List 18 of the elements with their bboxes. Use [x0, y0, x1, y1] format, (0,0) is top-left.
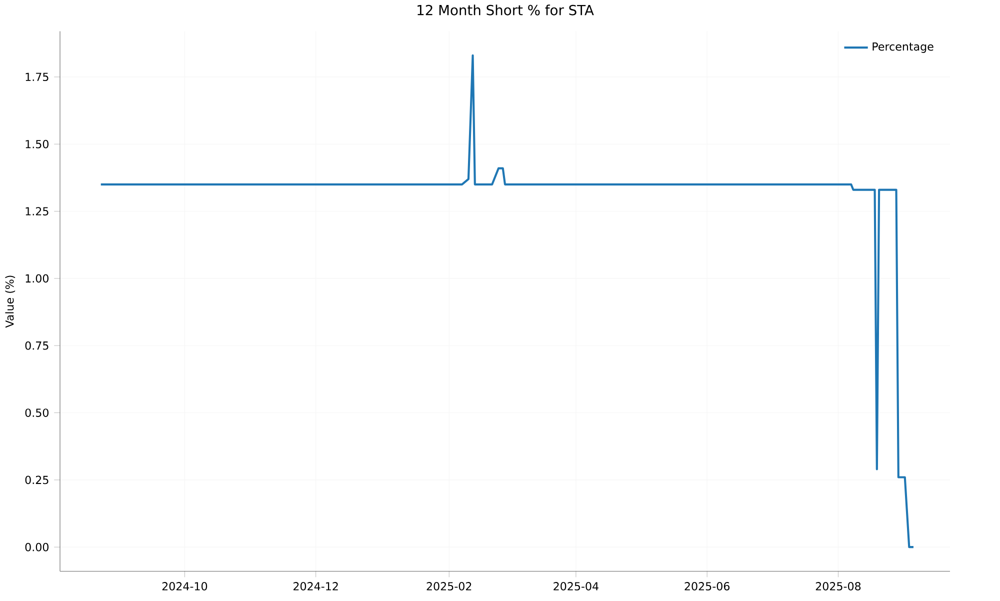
y-tick-label: 0.25 [25, 476, 48, 484]
chart-title: 12 Month Short % for STA [418, 4, 594, 16]
x-tick-label: 2025-08 [816, 582, 861, 590]
x-tick-label: 2024-12 [294, 582, 338, 590]
x-tick-label: 2024-10 [162, 582, 208, 590]
line-series [100, 54, 914, 548]
y-axis-title: Value (%) [5, 276, 16, 328]
y-tick-label: 0.50 [25, 408, 48, 417]
y-tick-label: 1.50 [26, 140, 48, 148]
y-tick-label: 0.00 [25, 542, 48, 552]
x-tick-label: 2025-04 [554, 582, 598, 590]
y-tick-label: 1.75 [26, 72, 48, 81]
x-tick-label: 2025-06 [684, 582, 730, 590]
x-tick-label: 2025-02 [426, 582, 472, 590]
y-tick-label: 1.25 [26, 206, 48, 216]
y-tick-label: 1.00 [26, 274, 48, 282]
y-tick-label: 0.75 [25, 341, 48, 350]
legend-label: Percentage [872, 42, 934, 53]
